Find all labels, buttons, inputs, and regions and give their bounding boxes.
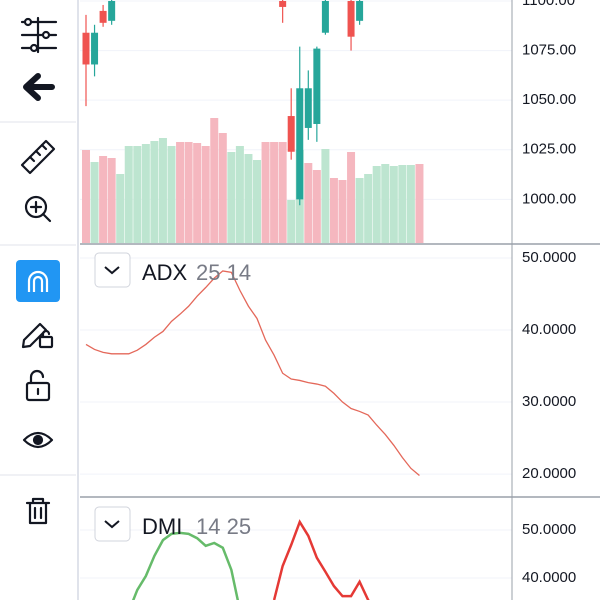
- y-tick-label: 1075.00: [522, 42, 576, 59]
- candle-body: [321, 0, 329, 33]
- volume-bar: [218, 133, 227, 243]
- volume-bar: [381, 164, 390, 243]
- volume-bar: [116, 174, 125, 243]
- y-tick-label: 40.0000: [522, 569, 576, 586]
- y-tick-label: 1050.00: [522, 91, 576, 108]
- candle-body: [279, 0, 287, 7]
- y-tick-label: 40.0000: [522, 321, 576, 338]
- magnet-button[interactable]: [16, 260, 60, 302]
- y-tick-label: 50.0000: [522, 249, 576, 266]
- lock-drawing-icon[interactable]: [21, 322, 54, 349]
- volume-bar: [321, 149, 330, 243]
- magnet-icon: [27, 270, 49, 292]
- volume-bar: [287, 200, 296, 243]
- volume-bar: [141, 144, 150, 243]
- indicator-line: [131, 531, 240, 600]
- volume-bar: [107, 158, 116, 243]
- candle-body: [287, 116, 295, 152]
- volume-bar: [184, 142, 193, 243]
- volume-bar: [82, 150, 90, 243]
- volume-bar: [406, 165, 415, 243]
- volume-bar: [158, 138, 167, 243]
- candle-body: [313, 48, 321, 124]
- pane: [80, 519, 512, 600]
- volume-bar: [312, 170, 321, 243]
- trash-icon[interactable]: [25, 497, 51, 525]
- candle-body: [304, 88, 312, 128]
- volume-bar: [329, 178, 338, 243]
- volume-bar: [150, 141, 159, 243]
- pane: [80, 0, 512, 243]
- volume-bar: [372, 166, 381, 243]
- volume-bar: [389, 166, 398, 243]
- collapse-button[interactable]: [94, 506, 131, 542]
- y-tick-label: 1100.00: [522, 0, 575, 9]
- indicator-line: [85, 270, 420, 477]
- settings-icon[interactable]: [20, 16, 58, 54]
- volume-bar: [193, 143, 202, 243]
- candle-body: [296, 88, 304, 200]
- indicator-params: 14 25: [196, 514, 251, 539]
- volume-bar: [244, 154, 253, 243]
- adx-legend: ADX 25 14: [94, 252, 251, 288]
- volume-bar: [338, 180, 347, 243]
- candle-body: [91, 32, 99, 65]
- volume-bar: [90, 162, 99, 243]
- volume-bar: [304, 163, 313, 243]
- candle-body: [356, 0, 364, 21]
- eye-icon[interactable]: [22, 431, 54, 449]
- volume-bar: [124, 146, 133, 243]
- indicator-name: ADX: [142, 260, 188, 285]
- collapse-button[interactable]: [94, 252, 131, 288]
- y-tick-label: 50.0000: [522, 521, 576, 538]
- candle-body: [82, 32, 90, 65]
- volume-bar: [270, 142, 279, 243]
- volume-bar: [347, 152, 356, 243]
- unlock-icon[interactable]: [25, 369, 51, 402]
- back-arrow[interactable]: [23, 73, 55, 101]
- volume-bar: [99, 156, 108, 243]
- volume-bar: [167, 146, 176, 243]
- dmi-legend: DMI 14 25: [94, 506, 251, 542]
- indicator-name: DMI: [142, 514, 182, 539]
- volume-bar: [133, 146, 142, 243]
- volume-bar: [210, 118, 219, 243]
- volume-bar: [201, 146, 210, 243]
- volume-bar: [227, 152, 236, 243]
- volume-bar: [253, 160, 261, 243]
- chevron: [104, 520, 120, 529]
- volume-bar: [278, 142, 287, 243]
- y-tick-label: 20.0000: [522, 465, 576, 482]
- indicator-line: [272, 519, 370, 600]
- y-tick-label: 1000.00: [522, 190, 576, 207]
- candle-body: [347, 0, 355, 37]
- toolbar: [0, 0, 79, 600]
- chevron: [104, 266, 120, 275]
- pane: [80, 257, 512, 477]
- volume-bar: [235, 146, 244, 243]
- volume-bar: [176, 142, 185, 243]
- volume-bar: [364, 174, 373, 243]
- y-tick-label: 30.0000: [522, 393, 576, 410]
- y-tick-label: 1025.00: [522, 141, 576, 158]
- candle-body: [99, 10, 107, 23]
- candle-body: [108, 0, 116, 21]
- volume-bar: [355, 178, 364, 243]
- indicator-params: 25 14: [196, 260, 251, 285]
- volume-bar: [261, 142, 270, 243]
- volume-bar: [415, 164, 424, 243]
- ruler-icon[interactable]: [20, 139, 56, 175]
- zoom-icon[interactable]: [24, 195, 52, 223]
- volume-bar: [398, 165, 407, 243]
